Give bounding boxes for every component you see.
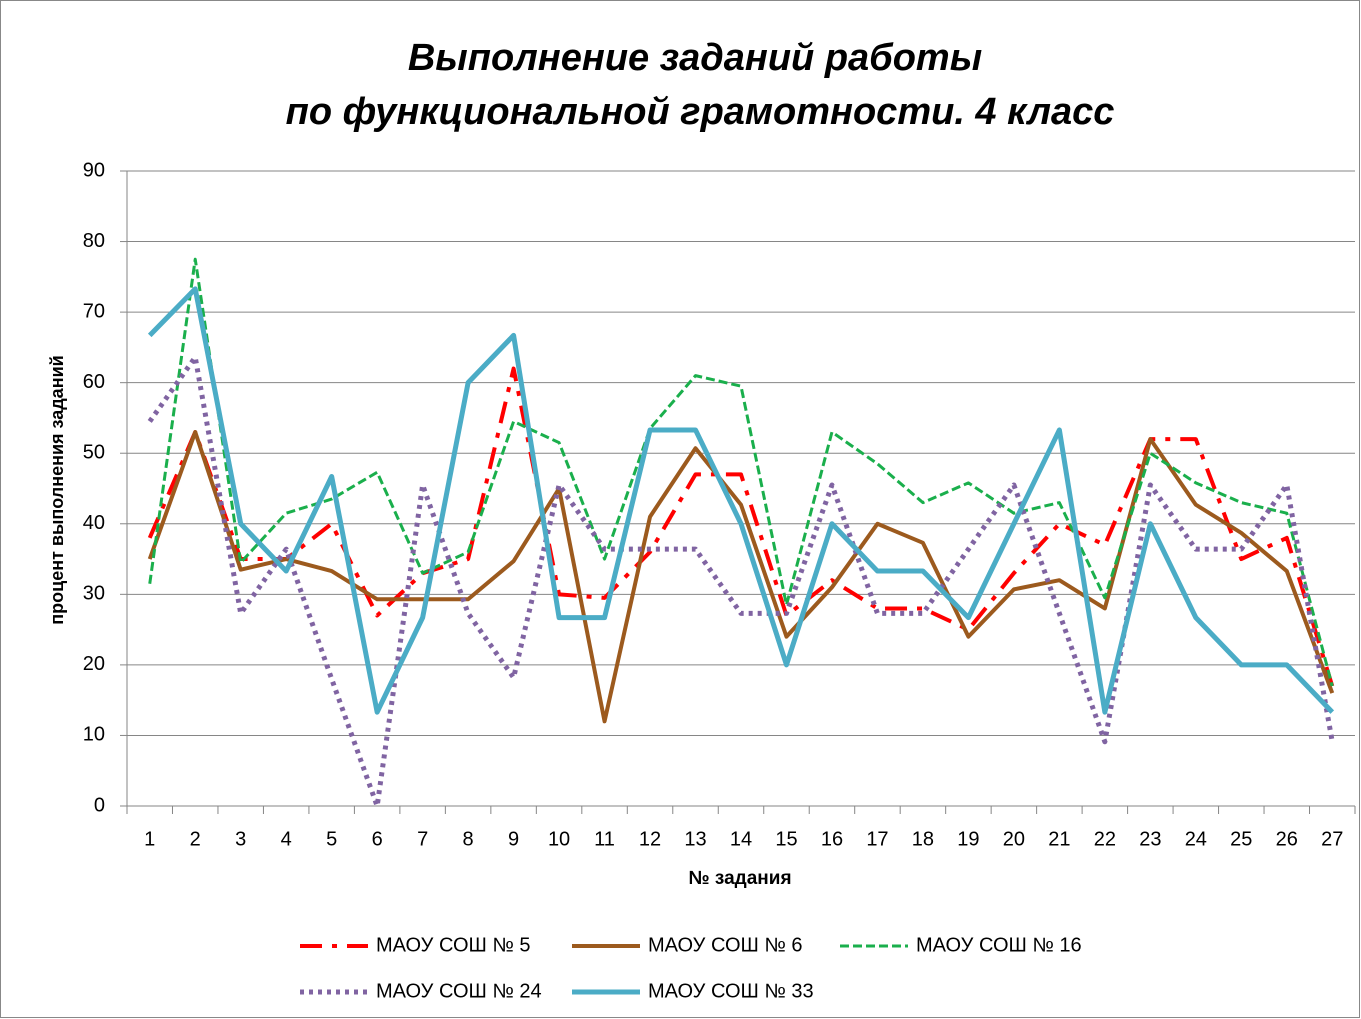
x-tick-label: 15 bbox=[775, 828, 797, 850]
x-tick-label: 27 bbox=[1321, 828, 1343, 850]
x-tick-label: 16 bbox=[821, 828, 843, 850]
series-line bbox=[147, 286, 1335, 715]
x-tick-label: 1 bbox=[144, 828, 155, 850]
x-tick-label: 18 bbox=[912, 828, 934, 850]
x-tick-label: 12 bbox=[639, 828, 661, 850]
chart-title: Выполнение заданий работы bbox=[408, 37, 982, 79]
y-tick-label: 20 bbox=[83, 653, 105, 675]
y-tick-label: 60 bbox=[83, 371, 105, 393]
x-tick-label: 26 bbox=[1276, 828, 1298, 850]
legend-label: МАОУ СОШ № 6 bbox=[648, 934, 803, 956]
x-axis-label: № задания bbox=[688, 868, 791, 889]
x-tick-label: 20 bbox=[1003, 828, 1025, 850]
y-tick-label: 10 bbox=[83, 724, 105, 746]
legend-label: МАОУ СОШ № 5 bbox=[376, 934, 531, 956]
x-tick-label: 9 bbox=[508, 828, 519, 850]
series-line bbox=[147, 354, 1335, 809]
x-tick-label: 10 bbox=[548, 828, 570, 850]
legend-label: МАОУ СОШ № 16 bbox=[916, 934, 1082, 956]
y-tick-label: 0 bbox=[94, 794, 105, 816]
legend-label: МАОУ СОШ № 33 bbox=[648, 980, 814, 1002]
x-tick-label: 17 bbox=[866, 828, 888, 850]
y-tick-label: 70 bbox=[83, 300, 105, 322]
x-tick-label: 7 bbox=[417, 828, 428, 850]
y-tick-label: 40 bbox=[83, 512, 105, 534]
legend-label: МАОУ СОШ № 24 bbox=[376, 980, 542, 1002]
y-axis-label: процент выполнения заданий bbox=[47, 355, 67, 624]
x-tick-label: 21 bbox=[1048, 828, 1070, 850]
x-tick-label: 4 bbox=[281, 828, 292, 850]
x-tick-label: 23 bbox=[1139, 828, 1161, 850]
x-tick-label: 13 bbox=[684, 828, 706, 850]
x-tick-label: 25 bbox=[1230, 828, 1252, 850]
series-line bbox=[148, 257, 1334, 687]
y-tick-label: 90 bbox=[83, 159, 105, 181]
x-tick-label: 11 bbox=[594, 828, 615, 850]
y-tick-label: 30 bbox=[83, 583, 105, 605]
chart-title: по функциональной грамотности. 4 класс bbox=[286, 91, 1115, 133]
x-tick-label: 8 bbox=[463, 828, 474, 850]
y-tick-label: 80 bbox=[83, 230, 105, 252]
y-tick-label: 50 bbox=[83, 442, 105, 464]
x-tick-label: 6 bbox=[372, 828, 383, 850]
x-tick-label: 24 bbox=[1185, 828, 1207, 850]
x-tick-label: 14 bbox=[730, 828, 752, 850]
series-line bbox=[147, 430, 1335, 724]
x-tick-label: 3 bbox=[235, 828, 246, 850]
x-tick-label: 5 bbox=[326, 828, 337, 850]
x-tick-label: 2 bbox=[190, 828, 201, 850]
x-tick-label: 19 bbox=[957, 828, 979, 850]
x-tick-label: 22 bbox=[1094, 828, 1116, 850]
